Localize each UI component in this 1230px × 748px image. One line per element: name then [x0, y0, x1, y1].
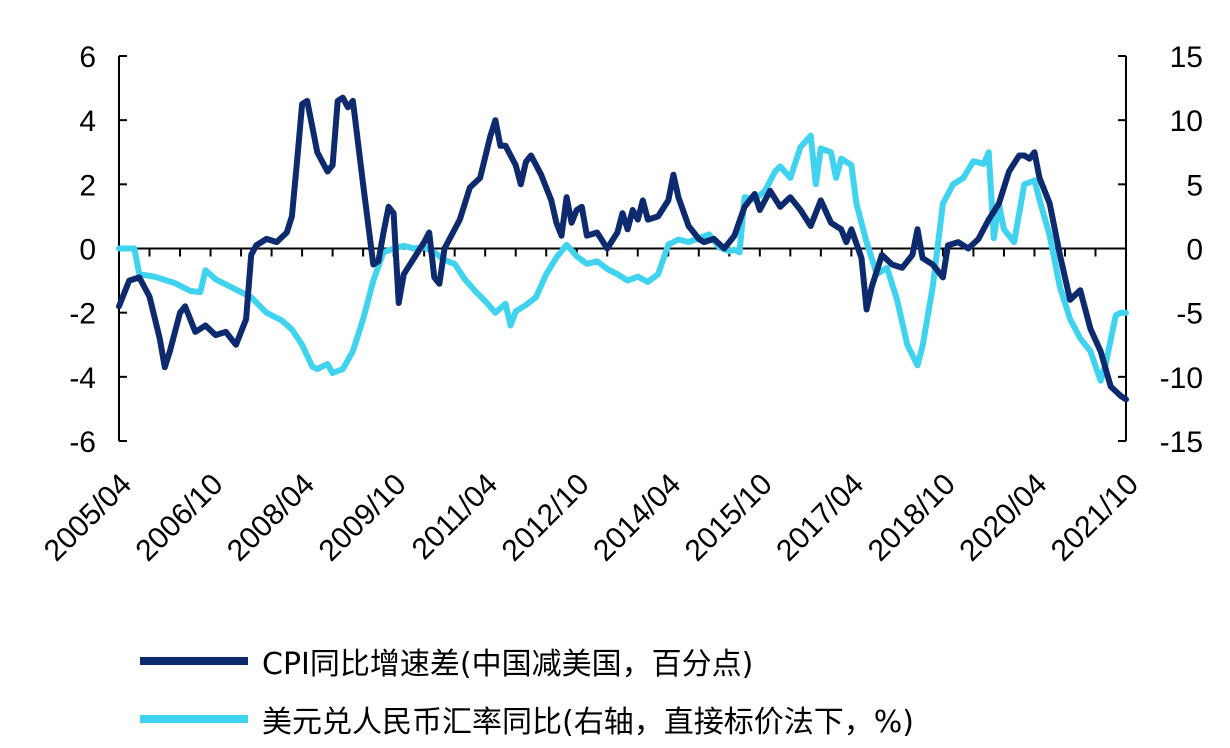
left-y-tick-label: -4: [69, 362, 96, 395]
x-tick-label: 2011/04: [406, 468, 504, 566]
legend-label-cpi: CPI同比增速差(中国减美国，百分点): [262, 647, 754, 682]
right-y-tick-label: 0: [1186, 234, 1203, 267]
cpi-diff-series-line: [116, 94, 1129, 403]
x-tick-label: 2015/10: [679, 468, 779, 568]
left-y-tick-label: 6: [79, 41, 96, 74]
x-tick-label: 2014/04: [587, 468, 687, 568]
left-y-tick-label: 4: [79, 105, 96, 138]
left-y-tick-label: 2: [79, 169, 96, 202]
legend: CPI同比增速差(中国减美国，百分点) 美元兑人民币汇率同比(右轴，直接标价法下…: [140, 632, 914, 748]
right-y-tick-label: -15: [1160, 426, 1203, 459]
right-y-tick-label: 15: [1170, 41, 1203, 74]
left-y-tick-label: -6: [69, 426, 96, 459]
x-tick-label: 2008/04: [221, 468, 321, 568]
right-y-tick-label: 10: [1170, 105, 1203, 138]
x-tick-label: 2018/10: [862, 468, 962, 568]
legend-swatch-fx: [140, 715, 248, 723]
legend-item-fx: 美元兑人民币汇率同比(右轴，直接标价法下，%): [140, 690, 914, 748]
right-y-tick-label: -5: [1176, 298, 1203, 331]
x-tick-label: 2012/10: [496, 468, 596, 568]
legend-label-fx: 美元兑人民币汇率同比(右轴，直接标价法下，%): [262, 705, 914, 740]
x-tick-label: 2017/04: [770, 468, 870, 568]
left-y-tick-label: 0: [79, 234, 96, 267]
x-tick-label: 2006/10: [129, 468, 229, 568]
x-tick-label: 2020/04: [953, 468, 1053, 568]
right-y-tick-label: -10: [1160, 362, 1203, 395]
fx-yoy-series-line: [116, 132, 1129, 384]
x-tick-label: 2021/10: [1045, 468, 1145, 568]
legend-swatch-cpi: [140, 657, 248, 665]
right-y-tick-label: 5: [1186, 169, 1203, 202]
x-tick-label: 2005/04: [38, 468, 138, 568]
legend-item-cpi: CPI同比增速差(中国减美国，百分点): [140, 632, 914, 690]
x-tick-label: 2009/10: [313, 468, 413, 568]
left-y-tick-label: -2: [69, 298, 96, 331]
